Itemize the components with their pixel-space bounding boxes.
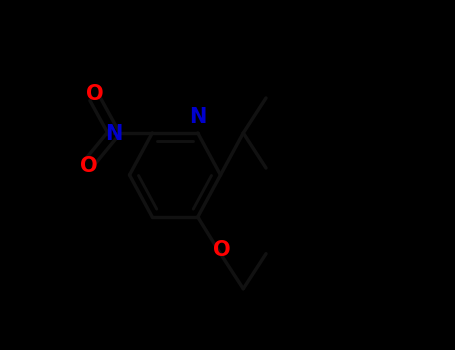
Text: N: N [189, 107, 207, 127]
Text: N: N [105, 124, 122, 144]
Text: O: O [213, 240, 231, 260]
Text: O: O [86, 84, 103, 105]
Text: O: O [81, 155, 98, 176]
